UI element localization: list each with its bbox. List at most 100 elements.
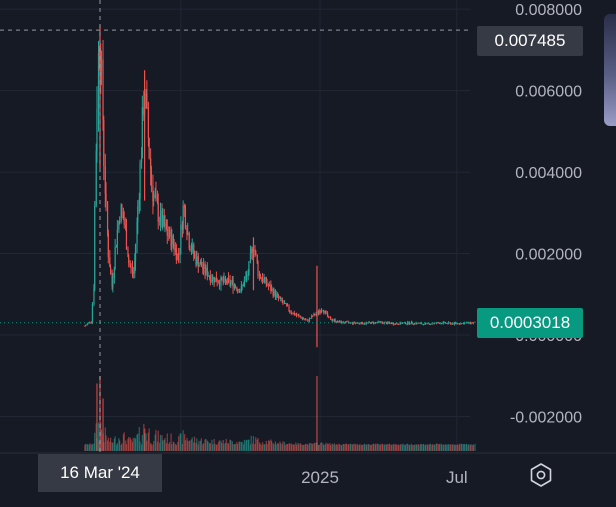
volume-bar [302,444,304,451]
candle-body [422,323,424,325]
volume-bar [318,444,320,451]
volume-bar [111,442,113,451]
candle-body [140,157,143,163]
volume-bar [399,444,401,451]
candle-body [376,322,379,324]
candle-body [256,254,258,263]
candle-body [88,321,91,323]
candle-body [322,310,324,312]
volume-bar [450,444,452,451]
candle-body [96,108,98,151]
candle-body [187,232,189,235]
candle-body [314,313,316,315]
candle-body [385,322,388,324]
volume-bar [469,444,472,451]
volume-bar [440,443,442,451]
volume-bar [416,444,418,451]
volume-bar [339,444,341,451]
volume-bar [352,443,354,451]
candle-body [397,323,399,325]
volume-bar [136,434,138,451]
candle-body [233,285,236,289]
candle-body [309,318,311,320]
candle-body [315,313,317,315]
volume-bar [96,383,98,451]
volume-bar [465,443,467,451]
candle-body [227,277,230,279]
candle-body [207,275,209,277]
volume-bar [422,444,424,451]
chart-settings-button[interactable] [527,461,555,489]
volume-bar [131,441,134,451]
grid-lines [0,0,470,453]
candle-body [402,322,404,324]
candle-body [105,193,107,202]
volume-bar [361,444,363,451]
candle-body [409,323,411,325]
volume-bar [295,442,297,451]
candle-body [366,322,368,324]
volume-bar [254,444,256,451]
candle-body [349,322,351,324]
volume-bar [248,439,250,451]
volume-bar [88,444,91,451]
volume-bar [433,444,435,451]
volume-bar [182,430,184,451]
volume-bar [379,444,381,451]
volume-bar [395,444,397,451]
volume-bar [258,442,261,451]
candle-body [382,322,384,324]
volume-bar [257,437,259,451]
volume-bar [122,434,125,451]
volume-bar [284,444,286,451]
volume-bar [429,443,431,451]
volume-bar [141,434,143,451]
candle-body [408,321,410,324]
candle-body [419,322,422,324]
volume-bar [436,443,438,451]
volume-bar [87,444,89,451]
volume-bar [153,441,155,451]
candle-body [261,278,264,282]
crosshair-price-label: 0.007485 [477,26,583,56]
candle-body [112,278,114,287]
volume-bar [320,443,322,451]
volume-bar [86,443,88,451]
candle-body [159,210,162,222]
volume-bar [413,444,415,451]
volume-bar [175,444,177,451]
volume-bar [459,443,461,451]
volume-bar [266,443,268,451]
candle-body [263,278,265,282]
volume-bar [132,438,134,451]
candle-body [331,319,333,321]
volume-bar [245,440,247,451]
volume-bar [451,444,453,451]
candle-body [122,212,125,221]
volume-bar [373,443,375,451]
volume-bar [472,444,475,451]
candle-body [236,287,238,291]
candle-body [109,267,112,275]
volume-bar [422,443,425,451]
candle-body [189,248,191,251]
volume-bar [107,437,109,451]
candle-body [216,281,218,283]
candle-body [220,277,222,286]
candle-body [275,293,277,298]
candle-body [290,311,292,313]
volume-bar [322,443,324,451]
candle-body [422,323,425,325]
candle-body [255,251,257,255]
volume-bar [323,444,325,451]
volume-bar [161,435,163,451]
candle-body [131,267,134,272]
volume-bar [236,443,239,451]
volume-bar [143,428,146,451]
candle-body [181,224,184,230]
volume-bar [435,443,438,451]
volume-bar [472,444,474,451]
volume-bar [89,443,91,451]
volume-bar [383,444,385,451]
